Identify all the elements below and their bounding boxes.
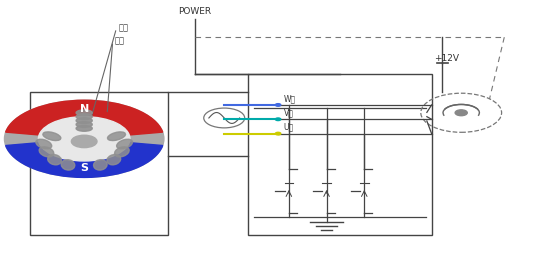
Ellipse shape (76, 114, 92, 119)
Bar (248, 74, 431, 235)
Ellipse shape (114, 147, 129, 157)
Ellipse shape (48, 155, 62, 165)
Ellipse shape (107, 132, 125, 140)
Circle shape (38, 117, 130, 161)
Ellipse shape (117, 139, 132, 149)
Ellipse shape (39, 147, 54, 157)
Text: V相: V相 (284, 108, 293, 117)
Bar (30, 92, 167, 235)
Circle shape (275, 132, 281, 135)
Circle shape (275, 104, 281, 106)
Wedge shape (6, 100, 163, 135)
Text: 转子: 转子 (118, 24, 128, 32)
Ellipse shape (36, 139, 52, 149)
Wedge shape (6, 143, 163, 177)
Text: U相: U相 (284, 123, 294, 132)
Text: S: S (80, 163, 88, 173)
Text: W相: W相 (284, 94, 295, 103)
Text: N: N (79, 104, 89, 114)
Ellipse shape (61, 160, 75, 170)
Circle shape (4, 100, 164, 177)
Ellipse shape (76, 125, 92, 131)
Circle shape (455, 110, 467, 116)
Text: POWER: POWER (178, 7, 211, 16)
Ellipse shape (93, 160, 107, 170)
Text: +12V: +12V (434, 54, 460, 63)
Ellipse shape (76, 122, 92, 127)
Ellipse shape (43, 132, 61, 140)
Ellipse shape (107, 155, 121, 165)
Ellipse shape (76, 110, 92, 116)
Circle shape (71, 135, 97, 148)
Ellipse shape (76, 118, 92, 123)
Text: 定子: 定子 (114, 37, 124, 46)
Circle shape (275, 118, 281, 121)
